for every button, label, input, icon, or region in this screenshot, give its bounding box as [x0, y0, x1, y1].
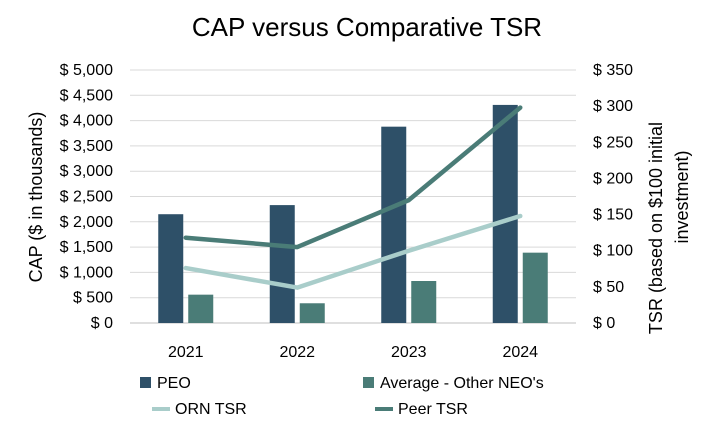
left-axis-ticks: $ 0 $ 500 $ 1,000 $ 1,500 $ 2,000 $ 2,500 $ 3,…: [60, 62, 113, 332]
left-tick-label: $ 5,000: [60, 62, 113, 79]
bar: [269, 205, 295, 323]
right-axis-title-line2: investment): [672, 150, 692, 243]
x-tick-label: 2021: [168, 344, 204, 361]
left-tick-label: $ 4,000: [60, 113, 113, 130]
legend-label: Average - Other NEO's: [380, 375, 544, 392]
x-tick-label: 2023: [391, 344, 427, 361]
bar: [411, 281, 437, 323]
right-axis-ticks: $ 0 $ 50 $ 100 $ 150 $ 200 $ 250 $ 300 $ 350: [593, 62, 633, 332]
legend-label: Peer TSR: [398, 401, 468, 418]
left-tick-label: $ 4,500: [60, 87, 113, 104]
series-line: [183, 213, 523, 290]
left-tick-label: $ 500: [73, 290, 113, 307]
right-tick-label: $ 200: [593, 170, 633, 187]
left-tick-label: $ 3,000: [60, 163, 113, 180]
right-tick-label: $ 150: [593, 207, 633, 224]
bar: [188, 294, 214, 323]
left-tick-label: $ 0: [91, 315, 113, 332]
right-tick-label: $ 250: [593, 134, 633, 151]
bar: [158, 214, 184, 323]
legend: PEO Average - Other NEO's ORN TSR Peer TSR: [140, 375, 544, 418]
left-tick-label: $ 3,500: [60, 138, 113, 155]
right-axis-title-line1: TSR (based on $100 initial: [646, 122, 666, 334]
x-tick-label: 2022: [279, 344, 315, 361]
chart-title: CAP versus Comparative TSR: [192, 12, 542, 42]
left-tick-label: $ 1,500: [60, 239, 113, 256]
x-axis-ticks: 2021 2022 2023 2024: [168, 344, 538, 361]
legend-label: ORN TSR: [175, 401, 247, 418]
bar: [492, 104, 518, 323]
legend-swatch: [140, 377, 151, 388]
x-tick-label: 2024: [502, 344, 538, 361]
bar: [299, 303, 325, 323]
series-line: [183, 105, 523, 250]
left-tick-label: $ 2,500: [60, 189, 113, 206]
right-tick-label: $ 50: [593, 279, 624, 296]
left-tick-label: $ 1,000: [60, 264, 113, 281]
lines: [183, 105, 523, 290]
legend-label: PEO: [157, 375, 191, 392]
right-tick-label: $ 350: [593, 62, 633, 79]
bars: [158, 104, 548, 323]
bar: [381, 126, 407, 323]
legend-swatch: [363, 377, 374, 388]
right-tick-label: $ 100: [593, 243, 633, 260]
right-tick-label: $ 300: [593, 98, 633, 115]
right-tick-label: $ 0: [593, 315, 615, 332]
left-axis-title: CAP ($ in thousands): [26, 112, 46, 283]
bar: [522, 252, 548, 323]
left-tick-label: $ 2,000: [60, 214, 113, 231]
